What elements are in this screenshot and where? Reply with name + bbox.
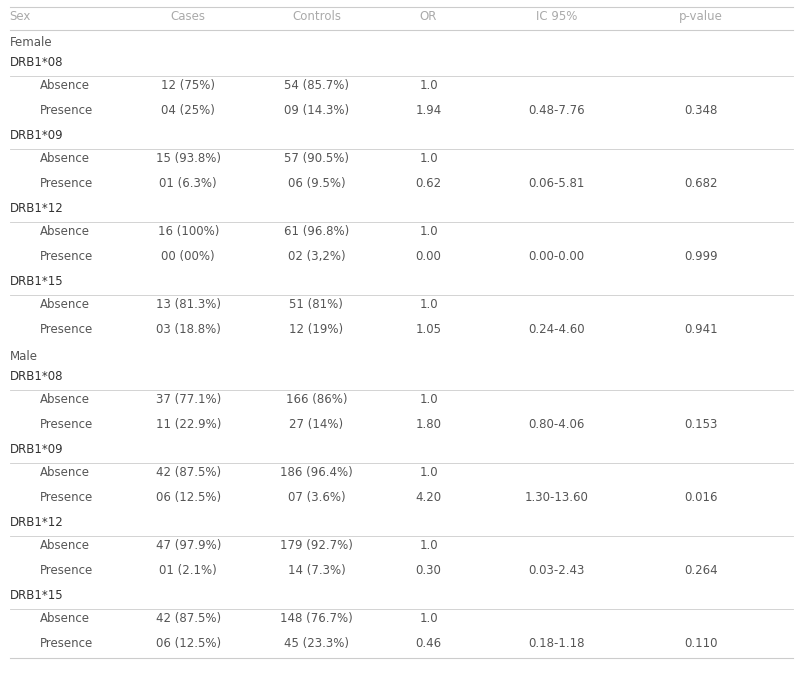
Text: 0.682: 0.682 (684, 177, 718, 190)
Text: 03 (18.8%): 03 (18.8%) (156, 323, 220, 336)
Text: 1.0: 1.0 (419, 466, 438, 479)
Text: 06 (12.5%): 06 (12.5%) (155, 637, 221, 650)
Text: 06 (12.5%): 06 (12.5%) (155, 491, 221, 504)
Text: 1.80: 1.80 (416, 418, 441, 431)
Text: 1.0: 1.0 (419, 539, 438, 552)
Text: Presence: Presence (40, 177, 93, 190)
Text: 02 (3,2%): 02 (3,2%) (288, 250, 345, 263)
Text: Absence: Absence (40, 79, 90, 92)
Text: Presence: Presence (40, 418, 93, 431)
Text: 09 (14.3%): 09 (14.3%) (284, 104, 349, 117)
Text: 51 (81%): 51 (81%) (289, 298, 344, 311)
Text: 166 (86%): 166 (86%) (286, 393, 347, 406)
Text: Absence: Absence (40, 539, 90, 552)
Text: Controls: Controls (292, 10, 341, 23)
Text: 12 (75%): 12 (75%) (161, 79, 215, 92)
Text: Presence: Presence (40, 323, 93, 336)
Text: 0.999: 0.999 (684, 250, 718, 263)
Text: 11 (22.9%): 11 (22.9%) (155, 418, 221, 431)
Text: 47 (97.9%): 47 (97.9%) (155, 539, 221, 552)
Text: Presence: Presence (40, 637, 93, 650)
Text: 04 (25%): 04 (25%) (161, 104, 215, 117)
Text: 01 (2.1%): 01 (2.1%) (159, 564, 217, 577)
Text: Presence: Presence (40, 104, 93, 117)
Text: 1.05: 1.05 (416, 323, 441, 336)
Text: Sex: Sex (10, 10, 31, 23)
Text: 16 (100%): 16 (100%) (158, 225, 219, 238)
Text: DRB1*09: DRB1*09 (10, 129, 63, 142)
Text: DRB1*12: DRB1*12 (10, 516, 63, 529)
Text: 1.0: 1.0 (419, 225, 438, 238)
Text: 186 (96.4%): 186 (96.4%) (280, 466, 352, 479)
Text: 0.016: 0.016 (684, 491, 718, 504)
Text: Absence: Absence (40, 393, 90, 406)
Text: 0.00: 0.00 (416, 250, 441, 263)
Text: 0.348: 0.348 (684, 104, 718, 117)
Text: 13 (81.3%): 13 (81.3%) (155, 298, 221, 311)
Text: DRB1*12: DRB1*12 (10, 202, 63, 215)
Text: Presence: Presence (40, 564, 93, 577)
Text: 0.110: 0.110 (684, 637, 718, 650)
Text: DRB1*08: DRB1*08 (10, 370, 63, 383)
Text: 61 (96.8%): 61 (96.8%) (284, 225, 349, 238)
Text: 1.0: 1.0 (419, 152, 438, 165)
Text: 0.80-4.06: 0.80-4.06 (529, 418, 585, 431)
Text: Male: Male (10, 350, 38, 363)
Text: DRB1*08: DRB1*08 (10, 56, 63, 69)
Text: 54 (85.7%): 54 (85.7%) (284, 79, 349, 92)
Text: Cases: Cases (171, 10, 206, 23)
Text: Absence: Absence (40, 225, 90, 238)
Text: 1.0: 1.0 (419, 79, 438, 92)
Text: 0.00-0.00: 0.00-0.00 (529, 250, 585, 263)
Text: 37 (77.1%): 37 (77.1%) (155, 393, 221, 406)
Text: Absence: Absence (40, 612, 90, 625)
Text: DRB1*15: DRB1*15 (10, 589, 63, 602)
Text: 148 (76.7%): 148 (76.7%) (280, 612, 352, 625)
Text: DRB1*09: DRB1*09 (10, 443, 63, 456)
Text: 0.48-7.76: 0.48-7.76 (529, 104, 585, 117)
Text: 4.20: 4.20 (416, 491, 441, 504)
Text: OR: OR (420, 10, 437, 23)
Text: 00 (00%): 00 (00%) (162, 250, 215, 263)
Text: Presence: Presence (40, 491, 93, 504)
Text: 0.30: 0.30 (416, 564, 441, 577)
Text: p-value: p-value (679, 10, 723, 23)
Text: 14 (7.3%): 14 (7.3%) (288, 564, 345, 577)
Text: 0.153: 0.153 (684, 418, 718, 431)
Text: 0.46: 0.46 (416, 637, 441, 650)
Text: 0.03-2.43: 0.03-2.43 (529, 564, 585, 577)
Text: Absence: Absence (40, 152, 90, 165)
Text: 42 (87.5%): 42 (87.5%) (155, 466, 221, 479)
Text: 15 (93.8%): 15 (93.8%) (155, 152, 221, 165)
Text: 1.0: 1.0 (419, 393, 438, 406)
Text: 01 (6.3%): 01 (6.3%) (159, 177, 217, 190)
Text: 0.62: 0.62 (416, 177, 441, 190)
Text: 0.24-4.60: 0.24-4.60 (529, 323, 585, 336)
Text: Female: Female (10, 36, 52, 49)
Text: 1.0: 1.0 (419, 612, 438, 625)
Text: 45 (23.3%): 45 (23.3%) (284, 637, 349, 650)
Text: 1.0: 1.0 (419, 298, 438, 311)
Text: Presence: Presence (40, 250, 93, 263)
Text: 1.94: 1.94 (416, 104, 441, 117)
Text: 07 (3.6%): 07 (3.6%) (288, 491, 345, 504)
Text: 42 (87.5%): 42 (87.5%) (155, 612, 221, 625)
Text: 179 (92.7%): 179 (92.7%) (280, 539, 352, 552)
Text: Absence: Absence (40, 298, 90, 311)
Text: 0.264: 0.264 (684, 564, 718, 577)
Text: 0.18-1.18: 0.18-1.18 (529, 637, 585, 650)
Text: 57 (90.5%): 57 (90.5%) (284, 152, 349, 165)
Text: 06 (9.5%): 06 (9.5%) (288, 177, 345, 190)
Text: IC 95%: IC 95% (536, 10, 578, 23)
Text: 0.06-5.81: 0.06-5.81 (529, 177, 585, 190)
Text: 12 (19%): 12 (19%) (289, 323, 344, 336)
Text: 27 (14%): 27 (14%) (289, 418, 344, 431)
Text: 1.30-13.60: 1.30-13.60 (525, 491, 589, 504)
Text: Absence: Absence (40, 466, 90, 479)
Text: DRB1*15: DRB1*15 (10, 275, 63, 288)
Text: 0.941: 0.941 (684, 323, 718, 336)
